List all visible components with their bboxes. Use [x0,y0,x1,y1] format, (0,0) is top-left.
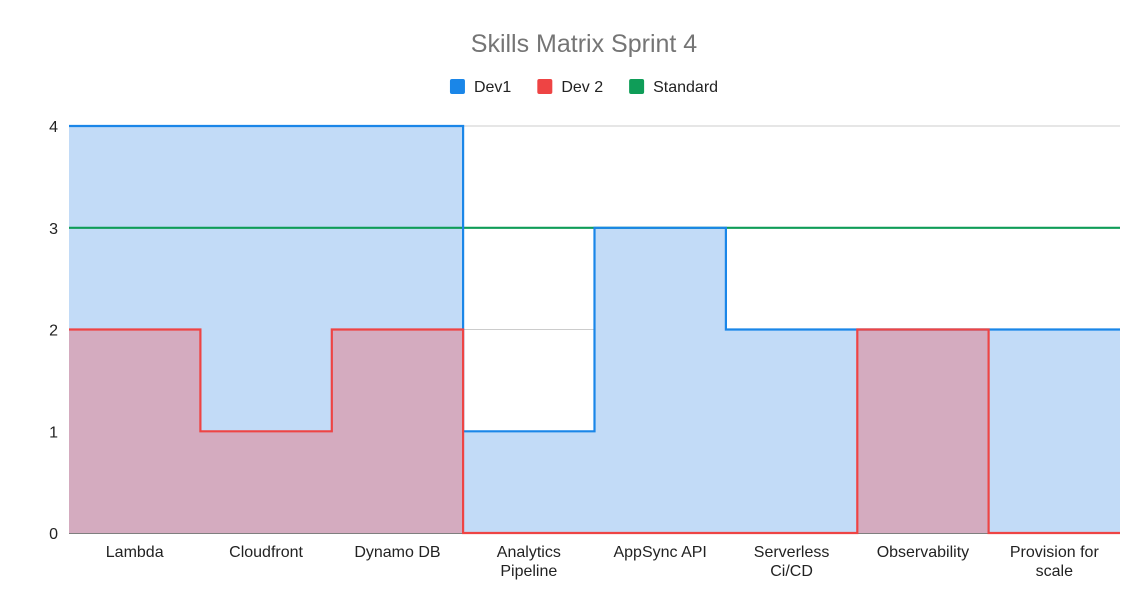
legend-label-2: Standard [653,79,718,96]
legend-swatch-1 [537,79,553,94]
x-category-label: Cloudfront [229,544,303,561]
x-category-label: Provision for scale [1010,544,1100,580]
y-tick-label: 1 [49,424,58,441]
y-tick-label: 4 [49,119,58,136]
chart-title: Skills Matrix Sprint 4 [471,30,698,58]
series-area-1 [69,329,1120,533]
y-tick-label: 3 [49,221,58,238]
x-category-label: Analytics Pipeline [497,544,561,580]
legend-swatch-2 [629,79,645,94]
y-tick-label: 2 [49,323,58,340]
x-category-label: AppSync API [613,544,706,561]
legend: Dev1 Dev 2 Standard [449,79,718,96]
series-line-1 [69,328,1120,535]
x-category-label: Observability [877,544,969,561]
legend-label-0: Dev1 [474,79,511,96]
y-axis-ticks: 0 1 2 3 4 [49,119,58,543]
series-lines [69,124,1120,535]
y-tick-label: 0 [49,526,58,543]
x-axis-categories: Lambda Cloudfront Dynamo DB Analytics Pipeli… [106,544,1100,580]
x-category-label: Serverless Ci/CD [754,544,830,580]
legend-swatch-0 [449,79,465,94]
x-category-label: Dynamo DB [354,544,440,561]
legend-label-1: Dev 2 [561,79,603,96]
x-category-label: Lambda [106,544,164,561]
